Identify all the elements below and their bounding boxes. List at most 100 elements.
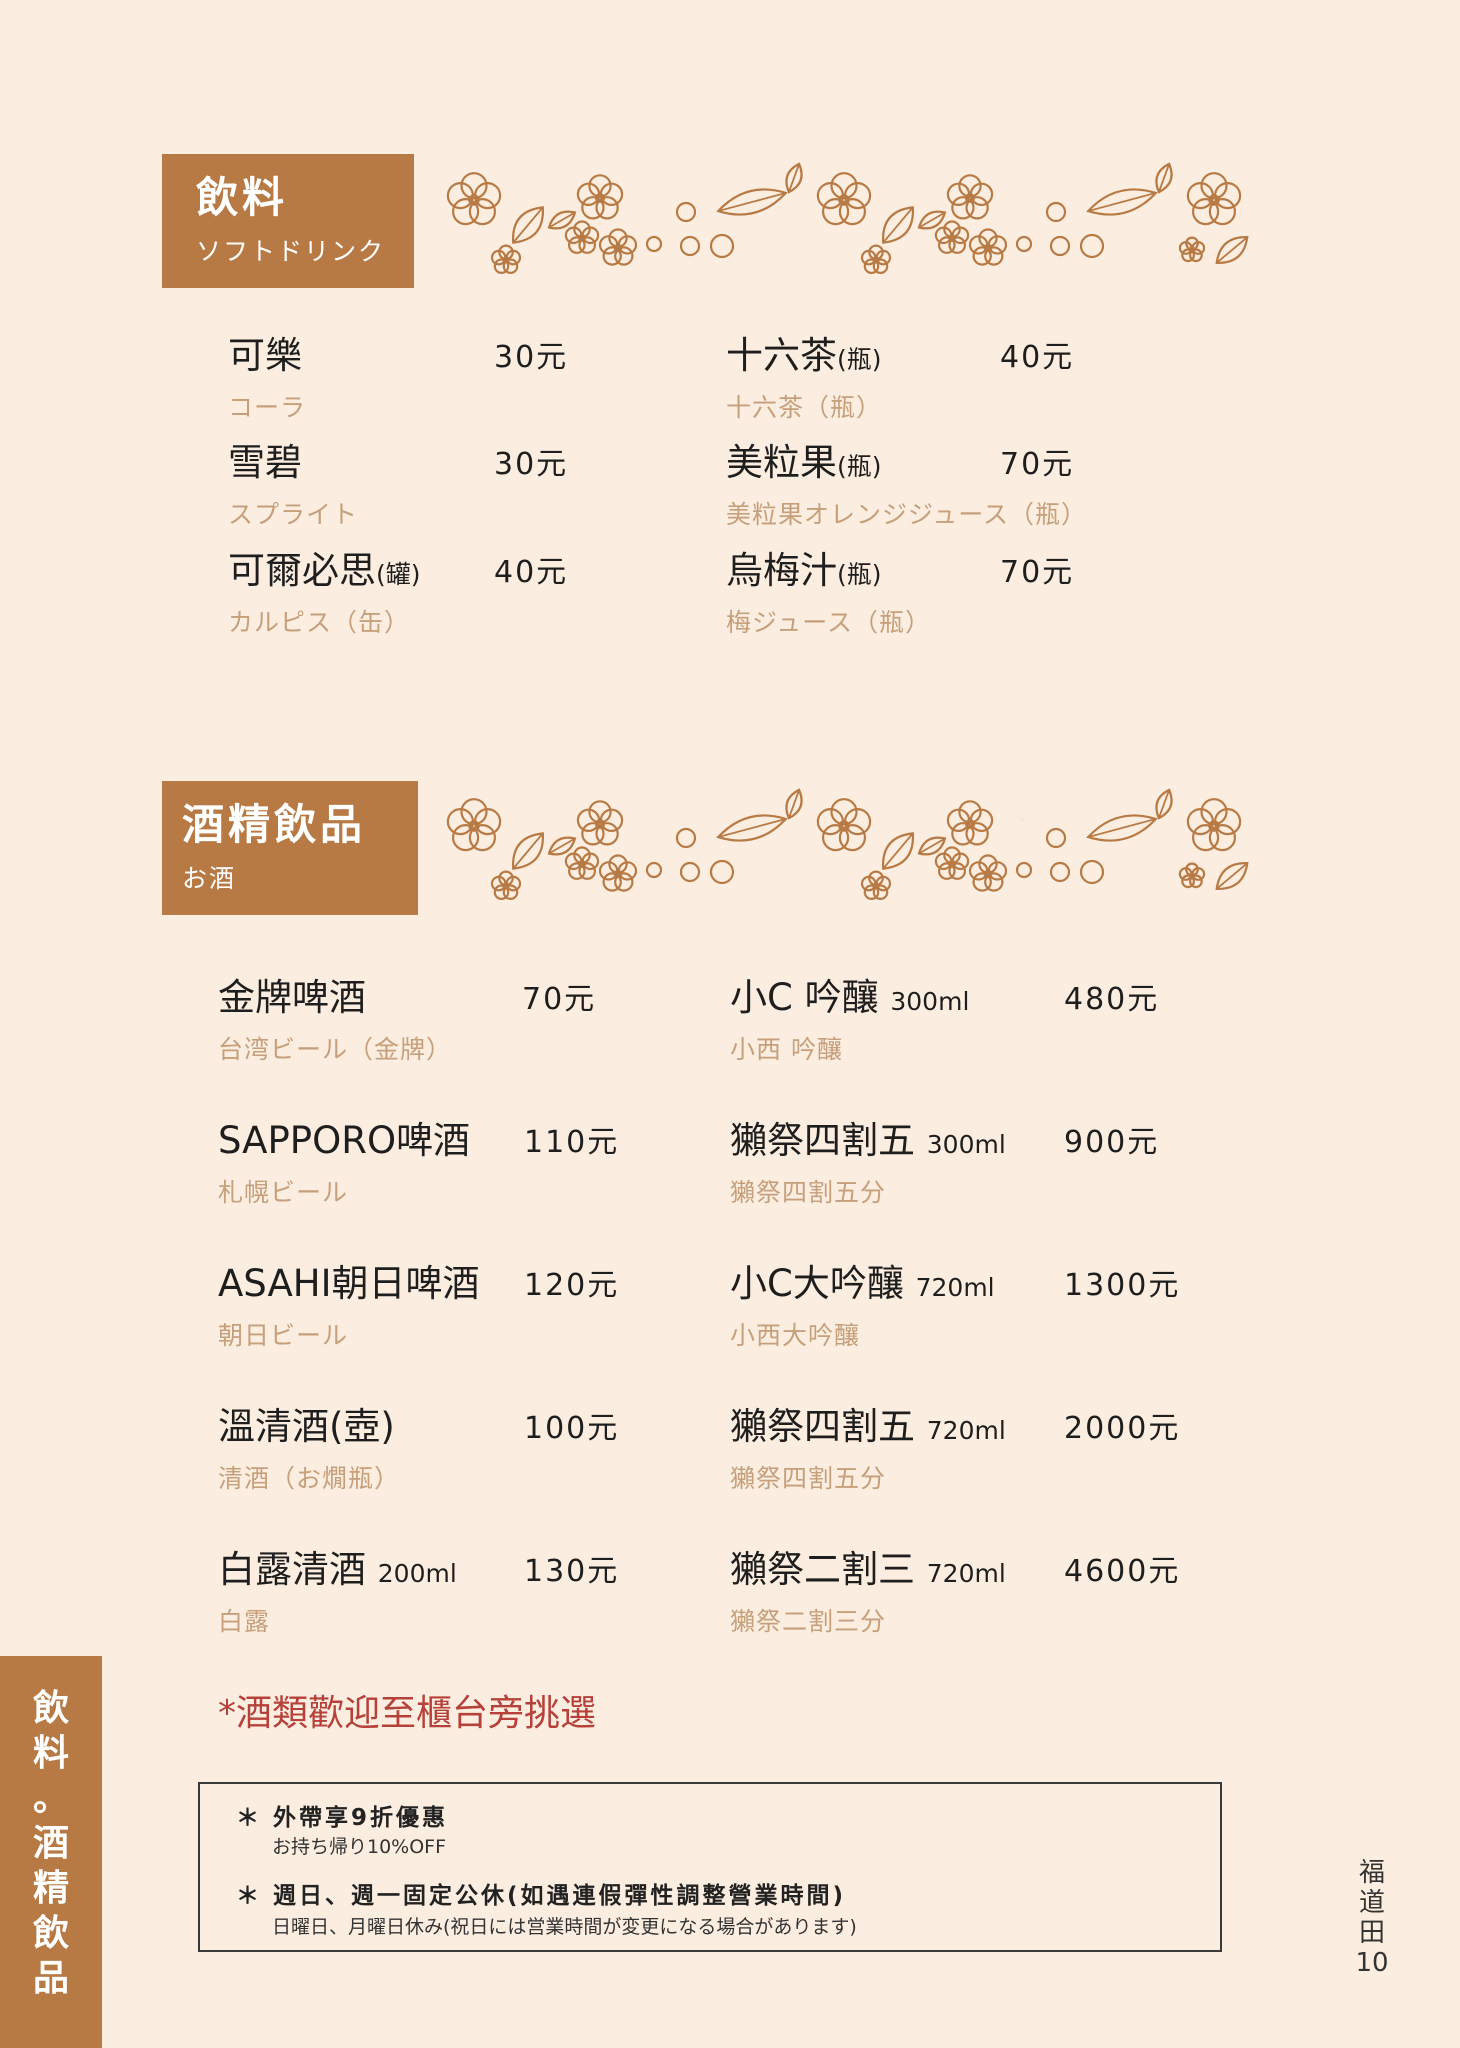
item-price: 480元 — [1064, 982, 1160, 1017]
item-price: 70元 — [522, 982, 597, 1017]
side-tab-char: 飲 — [32, 1913, 69, 1954]
list-item: 獺祭二割三 720ml 獺祭二割三分 — [730, 1548, 1006, 1638]
item-sub: 獺祭二割三分 — [730, 1607, 887, 1636]
item-name: 獺祭二割三 — [730, 1548, 915, 1591]
selection-note: *酒類歡迎至櫃台旁挑選 — [218, 1693, 597, 1734]
item-name: 白露清酒 — [218, 1548, 366, 1591]
item-price: 4600元 — [1064, 1554, 1181, 1589]
item-unit: 200ml — [377, 1559, 457, 1588]
item-sub: 白露 — [218, 1607, 271, 1636]
item-sub: 十六茶（瓶） — [726, 393, 883, 422]
list-item: 溫清酒(壺) 清酒（お燗瓶） — [218, 1405, 400, 1495]
item-price: 30元 — [494, 447, 569, 482]
list-item: 可樂 コーラ — [228, 334, 306, 424]
page-number-label: 福 道 田 10 — [1354, 1858, 1390, 1978]
item-name: SAPPORO啤酒 — [218, 1119, 471, 1162]
page-label-char: 道 — [1358, 1888, 1385, 1918]
item-unit: 300ml — [926, 1130, 1006, 1159]
item-name: 十六茶 — [726, 334, 837, 377]
takeout-discount: ＊ 外帶享9折優惠 — [236, 1805, 449, 1831]
closed-days-sub: 日曜日、月曜日休み(祝日には営業時間が変更になる場合があります) — [272, 1916, 857, 1938]
item-price: 900元 — [1064, 1125, 1160, 1160]
page-label-char: 10 — [1355, 1948, 1389, 1978]
page-label-char: 田 — [1358, 1918, 1385, 1948]
list-item: SAPPORO啤酒 札幌ビール — [218, 1119, 470, 1209]
item-name: 烏梅汁 — [726, 549, 837, 592]
item-price: 100元 — [524, 1411, 620, 1446]
item-sub: 小西大吟釀 — [730, 1321, 861, 1350]
item-name: 可爾必思 — [228, 549, 376, 592]
alcohol-title: 酒精飲品 — [182, 800, 367, 849]
list-item: 白露清酒 200ml 白露 — [218, 1548, 457, 1638]
list-item: 烏梅汁(瓶) 梅ジュース（瓶） — [726, 549, 931, 639]
item-sub: 美粒果オレンジジュース（瓶） — [726, 500, 1088, 529]
side-section-tab: 飲 料 。 酒 精 飲 品 — [0, 1656, 102, 2048]
item-price: 120元 — [524, 1268, 620, 1303]
list-item: 獺祭四割五 300ml 獺祭四割五分 — [730, 1119, 1006, 1209]
item-name: 雪碧 — [228, 441, 302, 484]
item-name: 可樂 — [228, 334, 302, 377]
item-sub: 台湾ビール（金牌） — [218, 1035, 453, 1064]
item-price: 2000元 — [1064, 1411, 1181, 1446]
page-label-char: 福 — [1358, 1858, 1385, 1888]
side-tab-char: 品 — [32, 1958, 69, 1999]
item-name: 溫清酒(壺) — [218, 1405, 395, 1448]
item-price: 30元 — [494, 340, 569, 375]
item-name: ASAHI朝日啤酒 — [218, 1262, 480, 1305]
takeout-discount-sub: お持ち帰り10%OFF — [272, 1836, 447, 1858]
list-item: 金牌啤酒 台湾ビール（金牌） — [218, 976, 452, 1066]
item-unit: (瓶) — [837, 345, 882, 374]
list-item: 可爾必思(罐) カルピス（缶） — [228, 549, 421, 639]
item-price: 40元 — [494, 555, 569, 590]
item-price: 70元 — [1000, 447, 1075, 482]
item-unit: 300ml — [890, 987, 970, 1016]
item-unit: 720ml — [915, 1273, 995, 1302]
item-sub: 獺祭四割五分 — [730, 1464, 887, 1493]
item-price: 130元 — [524, 1554, 620, 1589]
side-tab-char: 料 — [32, 1733, 69, 1774]
item-sub: 清酒（お燗瓶） — [218, 1464, 401, 1493]
item-name: 金牌啤酒 — [218, 976, 366, 1019]
item-price: 110元 — [524, 1125, 620, 1160]
side-tab-char: 酒 — [32, 1823, 69, 1864]
soft-drinks-title: 飲料 — [196, 173, 289, 222]
item-unit: 720ml — [926, 1416, 1006, 1445]
item-name: 小C大吟釀 — [730, 1262, 904, 1305]
alcohol-header: 酒精飲品 お酒 — [162, 781, 418, 915]
item-sub: スプライト — [228, 500, 359, 529]
closed-days: ＊ 週日、週一固定公休(如遇連假彈性調整營業時間) — [236, 1883, 847, 1909]
list-item: 小C大吟釀 720ml 小西大吟釀 — [730, 1262, 995, 1352]
item-sub: 朝日ビール — [218, 1321, 349, 1350]
item-sub: 梅ジュース（瓶） — [726, 608, 932, 637]
side-tab-char: 飲 — [32, 1688, 69, 1729]
item-unit: (瓶) — [837, 560, 882, 589]
sakura-leaf-berry-icon — [446, 162, 1249, 274]
soft-drinks-subtitle: ソフトドリンク — [196, 237, 386, 266]
item-sub: コーラ — [228, 393, 307, 422]
item-name: 獺祭四割五 — [730, 1405, 915, 1448]
soft-drinks-header: 飲料 ソフトドリンク — [162, 154, 414, 288]
item-name: 獺祭四割五 — [730, 1119, 915, 1162]
item-unit: (罐) — [376, 560, 421, 589]
item-name: 美粒果 — [726, 441, 837, 484]
list-item: 十六茶(瓶) 十六茶（瓶） — [726, 334, 882, 424]
list-item: 雪碧 スプライト — [228, 441, 358, 531]
list-item: 美粒果(瓶) 美粒果オレンジジュース（瓶） — [726, 441, 1087, 531]
item-price: 70元 — [1000, 555, 1075, 590]
item-sub: 小西 吟釀 — [730, 1035, 843, 1064]
side-tab-char: 精 — [32, 1868, 69, 1909]
item-unit: (瓶) — [837, 452, 882, 481]
item-sub: カルピス（缶） — [228, 608, 411, 637]
item-price: 40元 — [1000, 340, 1075, 375]
info-box: ＊ 外帶享9折優惠 お持ち帰り10%OFF ＊ 週日、週一固定公休(如遇連假彈性… — [198, 1782, 1222, 1952]
item-sub: 獺祭四割五分 — [730, 1178, 887, 1207]
list-item: ASAHI朝日啤酒 朝日ビール — [218, 1262, 480, 1352]
list-item: 小C 吟釀 300ml 小西 吟釀 — [730, 976, 969, 1066]
alcohol-subtitle: お酒 — [182, 864, 237, 893]
list-item: 獺祭四割五 720ml 獺祭四割五分 — [730, 1405, 1006, 1495]
sakura-leaf-berry-icon — [446, 788, 1249, 900]
side-tab-char: 。 — [32, 1778, 69, 1819]
item-unit: 720ml — [926, 1559, 1006, 1588]
item-sub: 札幌ビール — [218, 1178, 349, 1207]
